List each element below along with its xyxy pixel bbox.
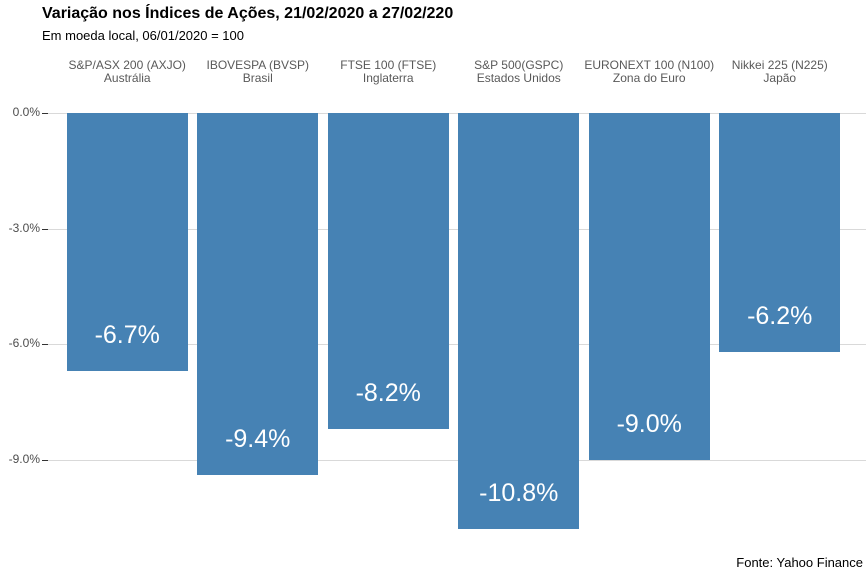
y-axis-tick: [42, 113, 48, 114]
index-region: Japão: [763, 71, 797, 85]
index-name: IBOVESPA (BVSP): [206, 58, 309, 72]
y-axis-tick: [42, 229, 48, 230]
index-region: Inglaterra: [362, 71, 414, 85]
column-header-n100: EURONEXT 100 (N100) Zona do Euro: [584, 59, 715, 85]
bar-value-label: -9.4%: [225, 425, 291, 453]
bar-value-label: -6.7%: [94, 321, 160, 349]
bar-n100: -9.0%: [588, 113, 710, 460]
bar-ftse: -8.2%: [327, 113, 449, 429]
index-region: Austrália: [103, 71, 151, 85]
plot-area: -6.7% -9.4% -8.2% -10.8% -9.0%: [48, 113, 866, 544]
index-name: FTSE 100 (FTSE): [340, 58, 437, 72]
index-region: Brasil: [242, 71, 273, 85]
y-axis-label: -6.0%: [8, 336, 40, 350]
index-name: S&P 500(GSPC): [474, 58, 564, 72]
bar-value-label: -9.0%: [616, 410, 682, 438]
column-header-n225: Nikkei 225 (N225) Japão: [715, 59, 846, 85]
bar-axjo: -6.7%: [66, 113, 188, 371]
chart-title: Variação nos Índices de Ações, 21/02/202…: [42, 5, 454, 22]
column-header-axjo: S&P/ASX 200 (AXJO) Austrália: [62, 59, 193, 85]
column-header-bvsp: IBOVESPA (BVSP) Brasil: [193, 59, 324, 85]
column-headers: S&P/ASX 200 (AXJO) Austrália IBOVESPA (B…: [62, 59, 845, 85]
bar-gspc: -10.8%: [458, 113, 580, 529]
bar-column: -9.4%: [193, 113, 324, 544]
bar-value-label: -6.2%: [747, 302, 813, 330]
bar-column: -6.7%: [62, 113, 193, 544]
y-axis-tick: [42, 460, 48, 461]
bar-column: -10.8%: [454, 113, 585, 544]
source-note: Fonte: Yahoo Finance: [736, 555, 863, 570]
index-region: Estados Unidos: [476, 71, 561, 85]
column-header-gspc: S&P 500(GSPC) Estados Unidos: [454, 59, 585, 85]
index-region: Zona do Euro: [612, 71, 686, 85]
bar-column: -9.0%: [584, 113, 715, 544]
gridline: [48, 344, 866, 345]
bar-value-label: -10.8%: [479, 479, 559, 507]
y-axis-label: 0.0%: [12, 105, 40, 119]
chart-subtitle: Em moeda local, 06/01/2020 = 100: [42, 28, 245, 43]
y-axis-label: -9.0%: [8, 452, 40, 466]
gridline: [48, 113, 866, 114]
index-name: Nikkei 225 (N225): [731, 58, 828, 72]
index-name: S&P/ASX 200 (AXJO): [68, 58, 186, 72]
column-header-ftse: FTSE 100 (FTSE) Inglaterra: [323, 59, 454, 85]
bar-bvsp: -9.4%: [197, 113, 319, 475]
bar-column: -8.2%: [323, 113, 454, 544]
gridline: [48, 229, 866, 230]
index-name: EURONEXT 100 (N100): [584, 58, 715, 72]
bar-value-label: -8.2%: [355, 379, 421, 407]
gridline: [48, 460, 866, 461]
y-axis-tick: [42, 344, 48, 345]
y-axis-label: -3.0%: [8, 221, 40, 235]
bar-column: -6.2%: [715, 113, 846, 544]
bar-n225: -6.2%: [719, 113, 841, 352]
bars-row: -6.7% -9.4% -8.2% -10.8% -9.0%: [62, 113, 845, 544]
